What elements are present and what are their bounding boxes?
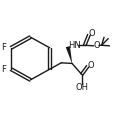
Text: O: O [93, 41, 100, 50]
Polygon shape [66, 46, 72, 63]
Text: OH: OH [75, 83, 88, 92]
Text: O: O [88, 61, 94, 70]
Text: O: O [89, 29, 95, 38]
Text: HN: HN [68, 41, 81, 50]
Text: F: F [1, 65, 6, 74]
Text: F: F [1, 43, 6, 52]
